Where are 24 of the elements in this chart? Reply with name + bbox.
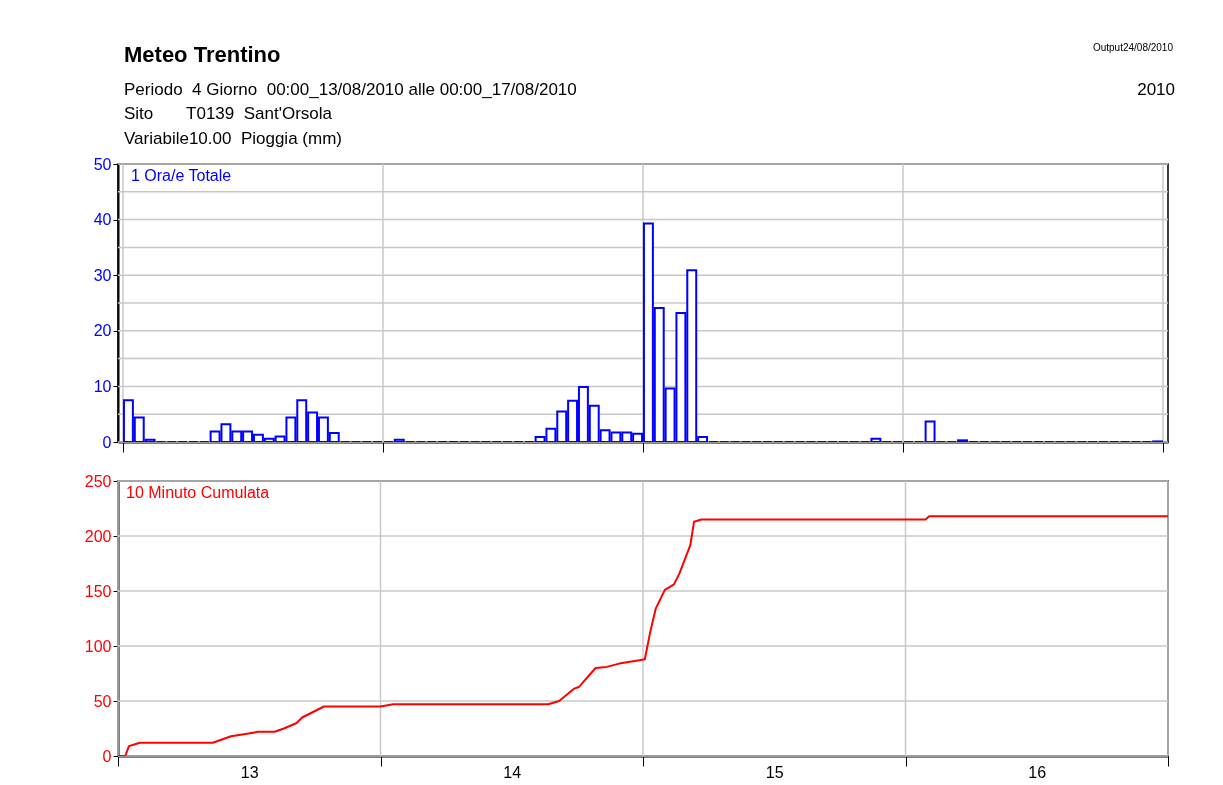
x-tick-label: 14 <box>503 763 522 781</box>
y-tick-label: 250 <box>84 472 112 490</box>
y-tick-label: 0 <box>102 747 112 765</box>
text: 10 Minuto Cumulata <box>126 484 270 501</box>
y-tick-label: 40 <box>93 211 112 229</box>
y-tick-label: 200 <box>84 527 112 545</box>
y-tick-label: 20 <box>93 322 112 340</box>
y-tick-label: 10 <box>93 377 112 395</box>
y-tick-label: 50 <box>93 155 112 173</box>
y-tick-label: 0 <box>102 433 112 451</box>
y-tick-label: 100 <box>84 637 112 655</box>
text: Output24/08/2010 <box>1092 42 1173 53</box>
y-tick-label: 30 <box>93 266 112 284</box>
text: Sito T0139 Sant'Orsola <box>124 104 332 124</box>
x-tick-label: 15 <box>765 763 784 781</box>
text: 1 Ora/e Totale <box>131 167 232 184</box>
chart-subtitle: Periodo 4 Giorno 00:00_13/08/2010 alle 00:00_17/08/2010 <box>124 80 577 100</box>
y-axis-title: Variabile10.00 Pioggia (mm) <box>124 129 342 149</box>
text: 2010 <box>1137 80 1175 100</box>
chart-title: Meteo Trentino <box>124 42 281 68</box>
x-tick-label: 13 <box>240 763 259 781</box>
x-tick-label: 16 <box>1028 763 1047 781</box>
y-tick-label: 50 <box>93 692 112 710</box>
y-tick-label: 150 <box>84 582 112 600</box>
